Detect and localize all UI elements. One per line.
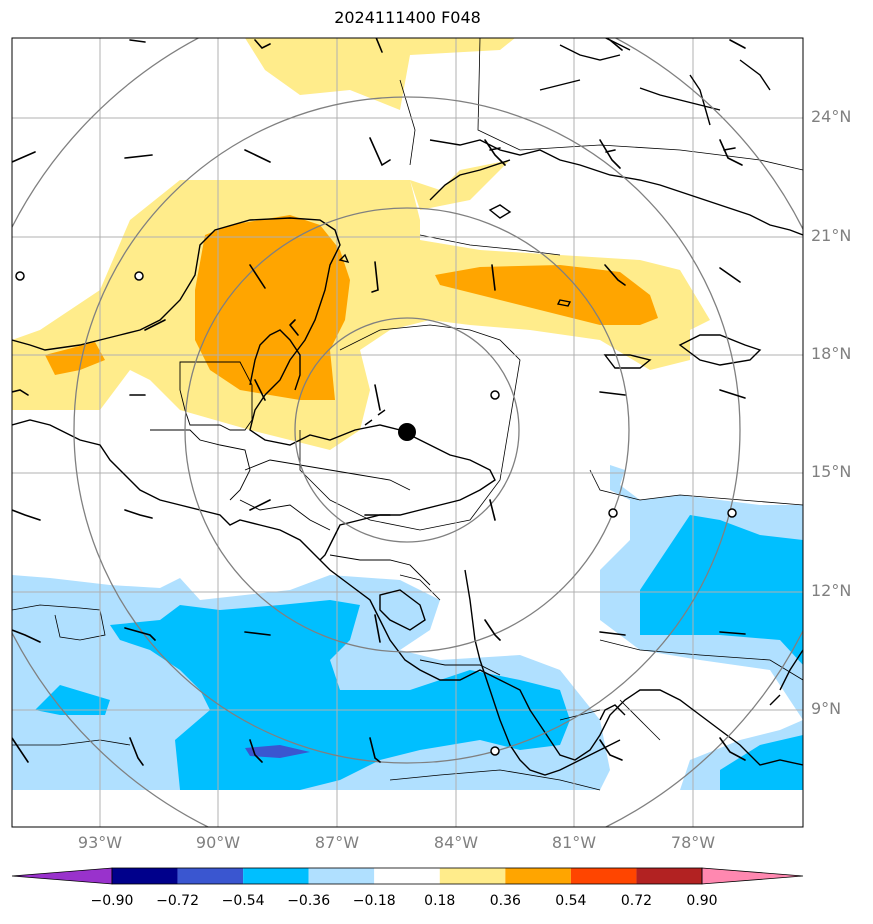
colorbar-tick-label: −0.54 [221, 893, 265, 909]
anomaly-fill-blue-southeast [720, 735, 803, 790]
colorbar-segment [308, 868, 375, 884]
lat-label-12n: 12°N [811, 581, 852, 600]
country-borders [150, 361, 601, 721]
map-panel[interactable] [0, 0, 873, 860]
colorbar-tick-label: 0.18 [424, 893, 456, 909]
lat-label-9n: 9°N [811, 699, 842, 718]
graticule [12, 38, 803, 827]
colorbar-segment [439, 868, 506, 884]
colorbar-tick-label: 0.90 [686, 893, 718, 909]
colorbar-segment [505, 868, 571, 884]
coastlines [12, 39, 803, 776]
map-title: 2024111400 F048 [334, 8, 481, 27]
colorbar-tick-label: −0.72 [156, 893, 199, 909]
colorbar-tick-label: −0.36 [287, 893, 331, 909]
lon-label-90w: 90°W [195, 833, 241, 852]
map-frame [11, 37, 804, 828]
colorbar-segments [11, 867, 804, 885]
lon-label-84w: 84°W [433, 833, 479, 852]
colorbar-extend-high [701, 867, 804, 885]
anomaly-fill-blue-west [35, 685, 110, 715]
colorbar-segment [636, 868, 702, 884]
colorbar-extend-low [11, 867, 113, 885]
anomaly-fill-light-yellow-north [12, 38, 710, 450]
colorbar-tick-label: 0.36 [489, 893, 521, 909]
colorbar-segment [177, 868, 244, 884]
anomaly-fill-orange-caribbean [435, 265, 658, 325]
storm-center-dot [398, 423, 416, 441]
lat-label-18n: 18°N [811, 344, 852, 363]
lon-label-78w: 78°W [670, 833, 716, 852]
colorbar-tick-label: −0.90 [90, 893, 134, 909]
colorbar-tick-label: 0.54 [555, 893, 587, 909]
anomaly-fill-orange-yucatan [195, 215, 350, 400]
lat-label-15n: 15°N [811, 462, 852, 481]
colorbar [11, 867, 804, 885]
lat-label-21n: 21°N [811, 226, 852, 245]
colorbar-tick-label: −0.18 [352, 893, 396, 909]
anomaly-fill-blue-east [640, 515, 803, 665]
colorbar-tick-label: 0.72 [620, 893, 653, 909]
anomaly-fill-blue-south [110, 600, 570, 790]
lat-label-24n: 24°N [811, 107, 852, 126]
lon-label-93w: 93°W [77, 833, 123, 852]
colorbar-segment [112, 868, 178, 884]
calm-wind-circles [15, 271, 737, 756]
lon-label-87w: 87°W [314, 833, 360, 852]
colorbar-outline [111, 867, 703, 885]
range-rings [12, 38, 803, 827]
colorbar-segment [374, 868, 440, 884]
anomaly-fill-orange-west [45, 342, 105, 375]
colorbar-segment [570, 868, 637, 884]
anomaly-fill-dark-blue [245, 745, 310, 758]
lon-label-81w: 81°W [551, 833, 597, 852]
wind-barbs [12, 38, 746, 766]
colorbar-segment [243, 868, 309, 884]
